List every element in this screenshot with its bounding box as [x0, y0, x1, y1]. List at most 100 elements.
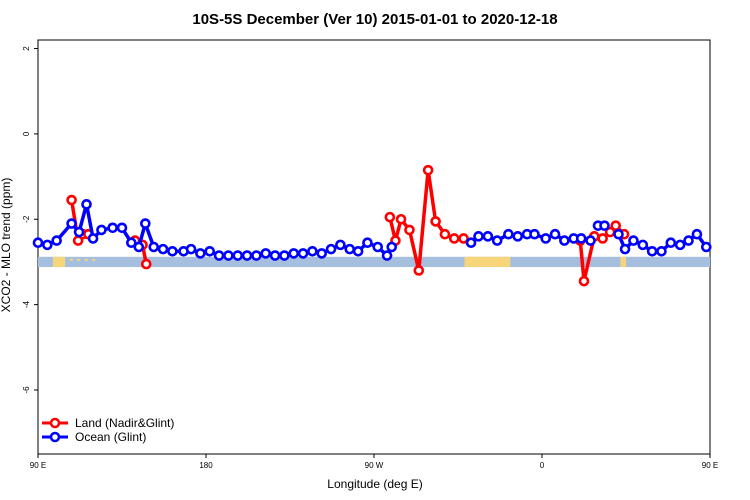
ocean-point	[133, 241, 145, 253]
land-strip-segment	[464, 256, 511, 268]
ocean-point	[126, 237, 137, 249]
land-point	[66, 194, 77, 206]
ocean-point	[628, 235, 639, 246]
ocean-point	[269, 250, 281, 261]
ocean-point	[107, 222, 118, 234]
ocean-point	[335, 239, 346, 251]
legend: Land (Nadir&Glint) Ocean (Glint)	[42, 416, 174, 444]
ocean-point	[260, 248, 272, 259]
land-point	[439, 228, 451, 240]
ocean-point	[503, 228, 514, 240]
ocean-point	[683, 235, 694, 246]
ocean-point	[613, 228, 624, 240]
ocean-point	[700, 241, 712, 253]
chart-title: 10S-5S December (Ver 10) 2015-01-01 to 2…	[192, 11, 557, 28]
ocean-point	[32, 237, 44, 249]
y-tick-label: -4	[22, 301, 31, 309]
ocean-point	[381, 250, 393, 261]
ocean-point	[167, 245, 178, 257]
land-strip-speck	[77, 258, 81, 261]
ocean-point	[241, 250, 253, 261]
land-strip-speck	[69, 258, 73, 261]
x-tick-label: 90 E	[30, 461, 46, 470]
ocean-point	[51, 235, 62, 246]
x-tick-label: 0	[540, 461, 545, 470]
land-point	[610, 220, 622, 231]
ocean-point	[344, 243, 356, 255]
ocean-point	[465, 237, 477, 249]
land-strip-speck	[92, 258, 96, 261]
ocean-point	[279, 250, 290, 261]
ocean-point	[204, 245, 216, 257]
ocean-strip	[38, 256, 710, 268]
land-point	[458, 233, 469, 244]
ocean-point	[473, 231, 484, 242]
land-point	[578, 275, 590, 287]
land-point	[422, 164, 434, 176]
ocean-point	[529, 228, 540, 240]
ocean-point	[691, 228, 703, 240]
legend-ocean-label: Ocean (Glint)	[75, 430, 146, 444]
ocean-point	[87, 233, 99, 244]
ocean-point	[116, 222, 128, 234]
x-axis-label: Longitude (deg E)	[327, 477, 422, 491]
ocean-point	[157, 243, 169, 255]
land-strip-speck	[84, 258, 88, 261]
ocean-point	[637, 239, 649, 251]
strip-layer	[38, 256, 710, 268]
ocean-point	[42, 239, 53, 251]
land-point	[597, 233, 608, 244]
x-tick-label: 90 E	[702, 461, 718, 470]
ocean-point	[540, 233, 552, 244]
ocean-point	[665, 237, 677, 249]
ocean-point	[656, 245, 667, 257]
ocean-point	[316, 248, 328, 259]
ocean-point	[352, 245, 364, 257]
ocean-point	[213, 250, 225, 261]
ocean-point	[223, 250, 234, 261]
ocean-point	[140, 218, 151, 229]
ocean-point	[73, 226, 85, 238]
land-point	[413, 265, 425, 276]
ocean-point	[195, 248, 206, 259]
x-tick-label: 180	[199, 461, 213, 470]
land-point	[430, 216, 441, 227]
y-axis-label: XCO2 - MLO trend (ppm)	[0, 178, 13, 313]
ocean-point	[512, 231, 524, 242]
y-tick-label: 2	[22, 46, 31, 51]
ocean-point	[386, 241, 398, 253]
ocean-point	[585, 235, 596, 246]
ocean-point	[619, 243, 631, 255]
ocean-point	[549, 228, 561, 240]
land-point	[140, 258, 152, 270]
ocean-point	[251, 250, 262, 261]
land-strip-segment	[620, 256, 626, 268]
land-point	[404, 224, 415, 236]
ocean-point	[96, 224, 107, 236]
series-layer	[32, 164, 712, 287]
ocean-point	[491, 235, 503, 246]
legend-land-marker	[49, 417, 61, 429]
y-tick-label: -2	[22, 215, 31, 223]
ocean-point	[575, 233, 587, 244]
land-strip-segment	[52, 256, 66, 268]
axis-layer: 90 E 180 90 W 0 90 E 2 0 -2 -4 -6	[22, 46, 718, 470]
ocean-point	[362, 237, 373, 249]
ocean-point	[674, 239, 686, 251]
legend-ocean-marker	[49, 431, 61, 443]
legend-land-label: Land (Nadir&Glint)	[75, 416, 174, 430]
ocean-point	[325, 243, 337, 255]
x-tick-label: 90 W	[365, 461, 384, 470]
ocean-point	[372, 241, 384, 253]
ocean-point	[307, 245, 318, 257]
ocean-point	[185, 243, 197, 255]
ocean-point	[482, 231, 494, 242]
ocean-point	[148, 241, 160, 253]
land-point	[395, 213, 407, 225]
ocean-point	[646, 245, 658, 257]
ocean-point	[232, 250, 244, 261]
ocean-point	[599, 220, 610, 231]
y-tick-label: 0	[22, 131, 31, 136]
ocean-point	[66, 218, 77, 229]
